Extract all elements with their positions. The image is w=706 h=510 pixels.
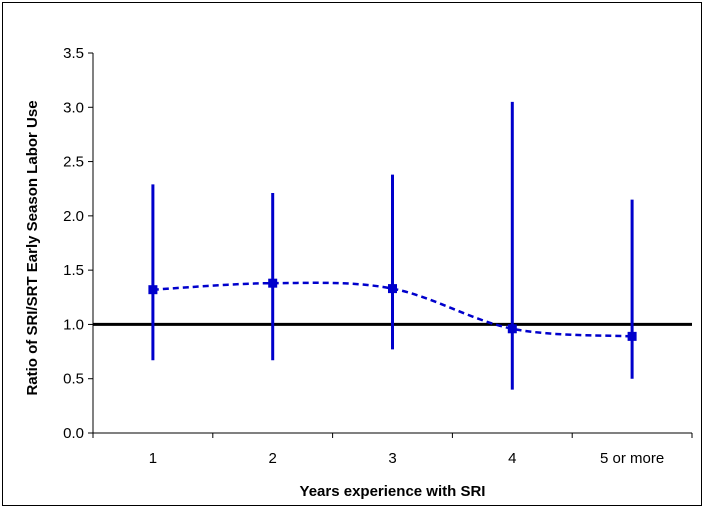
y-tick-label: 1.0 (63, 316, 84, 333)
y-tick-label: 3.0 (63, 99, 84, 116)
x-tick-label: 4 (508, 450, 516, 467)
x-tick-label: 1 (149, 450, 157, 467)
data-point (268, 278, 278, 288)
data-point (148, 285, 158, 295)
data-point (388, 284, 397, 294)
y-tick-label: 0.5 (63, 371, 84, 388)
x-tick-label: 5 or more (600, 450, 664, 467)
y-tick-label: 1.5 (63, 262, 84, 279)
y-tick-label: 0.0 (63, 425, 84, 442)
chart-frame (2, 2, 702, 506)
plot-area: 0.0 0.5 1.0 1.5 2.0 2.5 3.0 3.5 1 2 3 4 5 or more (63, 45, 693, 467)
x-tick-label: 3 (388, 450, 396, 467)
x-tick-label: 2 (269, 450, 277, 467)
data-point (507, 324, 517, 334)
x-axis-title: Years experience with SRI (300, 483, 486, 500)
y-tick-label: 3.5 (63, 45, 84, 62)
y-tick-label: 2.5 (63, 154, 84, 171)
y-tick-label: 2.0 (63, 208, 84, 225)
y-axis-title: Ratio of SRI/SRT Early Season Labor Use (24, 100, 41, 395)
data-point (627, 331, 637, 341)
